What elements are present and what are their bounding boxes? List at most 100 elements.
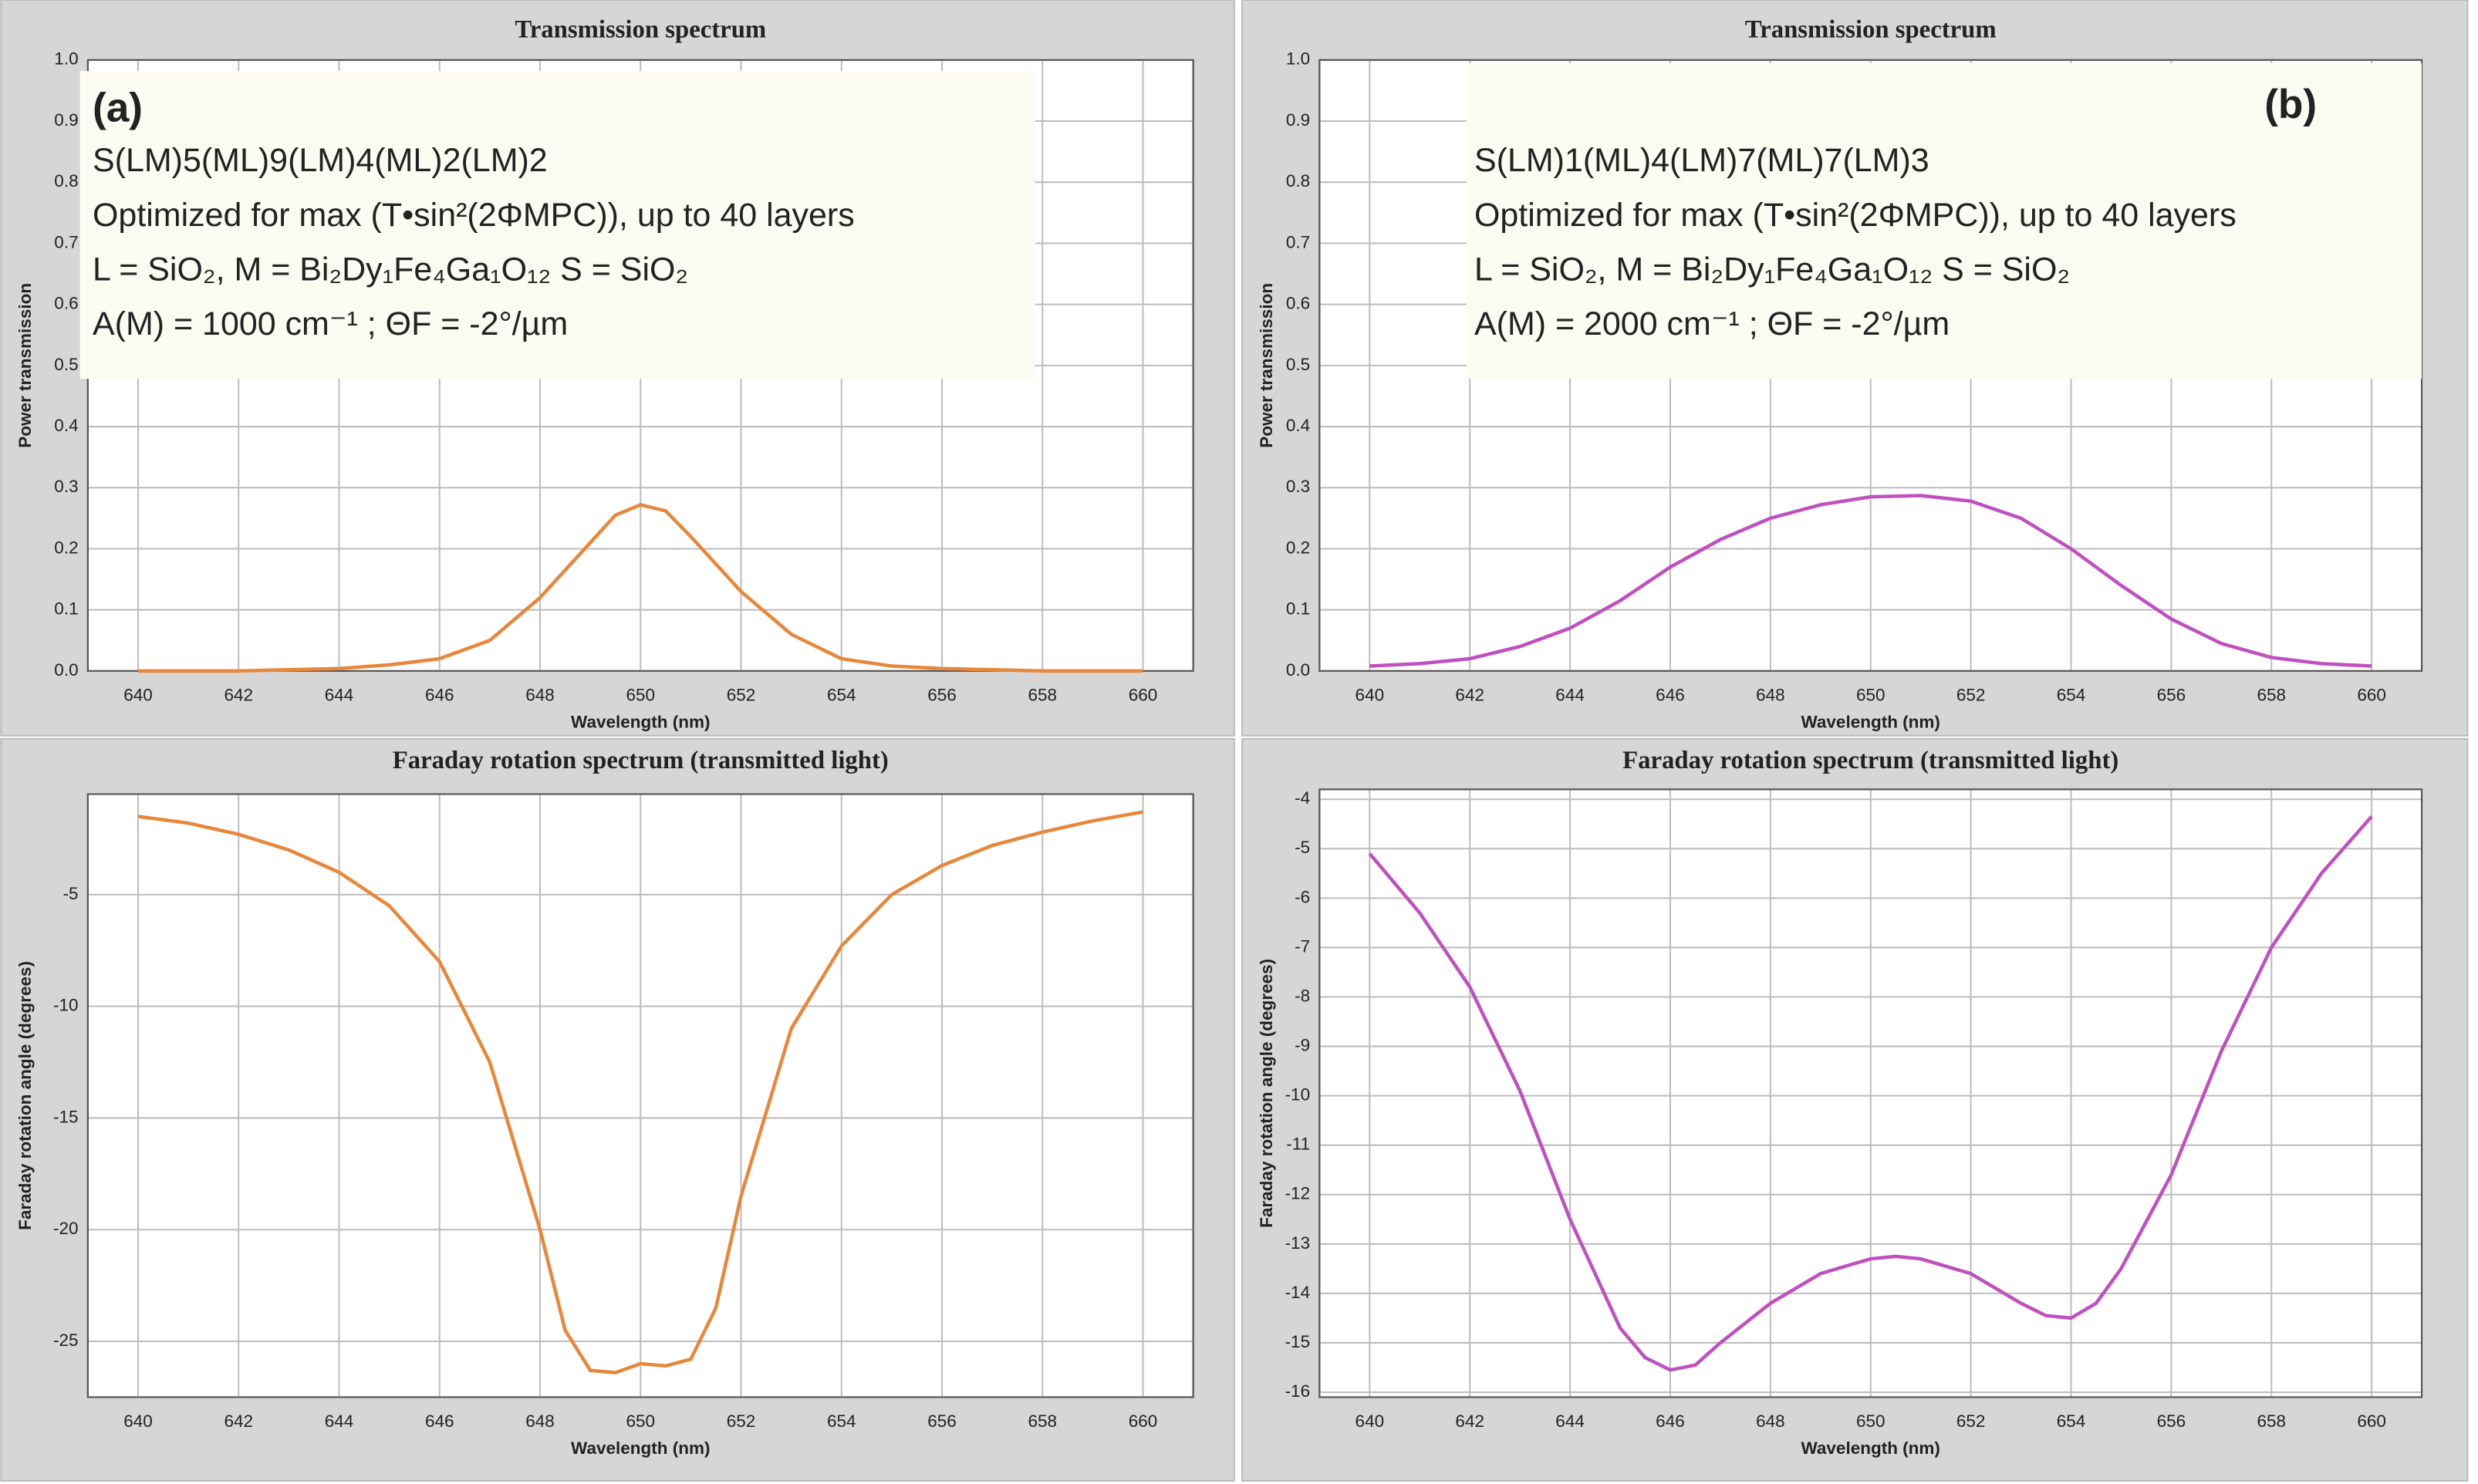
panel-label: (b)	[2264, 82, 2317, 127]
x-tick-label: 654	[2057, 1411, 2086, 1431]
annotation: A(M) = 1000 cm⁻¹ ; ΘF = -2°/µm	[93, 305, 568, 342]
y-tick-label: 0.3	[54, 477, 78, 496]
chart-title: Transmission spectrum	[515, 15, 766, 43]
y-tick-label: 0.4	[1286, 416, 1310, 435]
y-tick-label: 0.6	[1286, 294, 1310, 313]
x-tick-label: 652	[727, 1411, 756, 1431]
annotation: L = SiO₂, M = Bi₂Dy₁Fe₄Ga₁O₁₂ S = SiO₂	[93, 251, 688, 288]
y-tick-label: 0.4	[54, 416, 78, 435]
x-tick-label: 644	[1555, 1411, 1585, 1431]
y-tick-label: 0.8	[1286, 171, 1310, 191]
y-tick-label: 0.8	[54, 171, 78, 191]
x-tick-label: 646	[1656, 1411, 1685, 1431]
y-tick-label: 0.0	[54, 660, 78, 680]
y-axis-label: Faraday rotation angle (degrees)	[1257, 959, 1276, 1228]
annotation-box	[1466, 62, 2422, 379]
x-tick-label: 650	[1856, 1411, 1886, 1431]
x-axis-label: Wavelength (nm)	[1801, 712, 1940, 731]
y-tick-label: -5	[1295, 838, 1310, 857]
x-tick-label: 654	[2057, 686, 2086, 705]
annotation: S(LM)5(ML)9(LM)4(ML)2(LM)2	[93, 142, 548, 179]
y-tick-label: -10	[1285, 1085, 1311, 1105]
y-tick-label: 0.7	[54, 232, 78, 251]
x-tick-label: 648	[1756, 1411, 1785, 1431]
x-tick-label: 642	[224, 686, 253, 705]
x-axis-label: Wavelength (nm)	[571, 712, 710, 731]
x-tick-label: 654	[827, 1411, 856, 1431]
x-tick-label: 656	[927, 686, 957, 705]
panel-label: (a)	[93, 85, 143, 130]
y-tick-label: 0.9	[1286, 110, 1310, 130]
x-tick-label: 646	[425, 686, 454, 705]
y-tick-label: -4	[1295, 788, 1310, 808]
y-tick-label: -9	[1295, 1036, 1310, 1055]
y-tick-label: -8	[1295, 986, 1310, 1005]
x-tick-label: 658	[1028, 686, 1057, 705]
y-tick-label: -15	[1285, 1332, 1311, 1351]
annotation: L = SiO₂, M = Bi₂Dy₁Fe₄Ga₁O₁₂ S = SiO₂	[1474, 251, 2070, 288]
y-tick-label: 1.0	[1286, 49, 1310, 69]
y-tick-label: 0.5	[54, 355, 78, 374]
x-tick-label: 642	[224, 1411, 253, 1431]
y-tick-label: -10	[53, 996, 79, 1015]
x-tick-label: 646	[1656, 686, 1685, 705]
data-line	[1368, 815, 2373, 1372]
x-tick-label: 654	[827, 686, 856, 705]
x-tick-label: 656	[2157, 686, 2186, 705]
x-tick-label: 648	[525, 1411, 555, 1431]
y-tick-label: -5	[63, 884, 79, 903]
data-line	[138, 503, 1143, 673]
y-axis-label: Power transmission	[15, 283, 35, 448]
x-tick-label: 660	[2357, 686, 2386, 705]
x-tick-label: 656	[927, 1411, 957, 1431]
chart-title: Transmission spectrum	[1745, 15, 1997, 43]
plot-frame	[1318, 788, 2423, 1398]
y-tick-label: -6	[1295, 887, 1310, 906]
x-tick-label: 646	[425, 1411, 454, 1431]
x-tick-label: 648	[525, 686, 555, 705]
x-tick-label: 648	[1756, 686, 1785, 705]
x-tick-label: 650	[1856, 686, 1886, 705]
y-tick-label: 0.1	[1286, 599, 1310, 619]
x-tick-label: 658	[1028, 1411, 1057, 1431]
x-tick-label: 660	[1129, 686, 1158, 705]
data-line	[137, 810, 1143, 1374]
x-tick-label: 658	[2257, 1411, 2286, 1431]
x-tick-label: 640	[1355, 1411, 1385, 1431]
x-tick-label: 652	[727, 686, 756, 705]
data-line	[1369, 494, 2372, 668]
x-tick-label: 644	[325, 686, 354, 705]
y-tick-label: -11	[1286, 1135, 1310, 1154]
x-tick-label: 640	[123, 1411, 153, 1431]
x-tick-label: 652	[1956, 686, 1986, 705]
y-axis-label: Faraday rotation angle (degrees)	[15, 961, 35, 1230]
y-tick-label: 0.1	[54, 599, 78, 619]
x-tick-label: 652	[1956, 1411, 1986, 1431]
annotation: A(M) = 2000 cm⁻¹ ; ΘF = -2°/µm	[1474, 305, 1950, 342]
x-tick-label: 642	[1455, 686, 1484, 705]
plot-frame	[86, 793, 1194, 1398]
x-axis-label: Wavelength (nm)	[1801, 1438, 1940, 1458]
x-tick-label: 650	[626, 1411, 655, 1431]
annotation-box	[79, 71, 1035, 379]
y-tick-label: -15	[53, 1107, 79, 1126]
y-tick-label: 1.0	[54, 49, 78, 69]
y-axis-label: Power transmission	[1257, 283, 1276, 448]
chart-title: Faraday rotation spectrum (transmitted l…	[393, 747, 889, 774]
annotation: Optimized for max (T•sin²(2ΦMPC)), up to…	[93, 197, 855, 234]
x-tick-label: 658	[2257, 686, 2286, 705]
y-tick-label: -20	[53, 1219, 79, 1238]
x-tick-label: 644	[325, 1411, 354, 1431]
y-tick-label: 0.5	[1286, 355, 1310, 374]
x-tick-label: 650	[626, 686, 655, 705]
y-tick-label: -13	[1285, 1233, 1311, 1253]
x-tick-label: 660	[2357, 1411, 2386, 1431]
y-tick-label: 0.2	[54, 538, 78, 557]
chart-title: Faraday rotation spectrum (transmitted l…	[1622, 747, 2118, 774]
y-tick-label: -16	[1285, 1381, 1311, 1401]
y-tick-label: 0.9	[54, 110, 78, 130]
y-tick-label: 0.0	[1286, 660, 1310, 680]
annotation: S(LM)1(ML)4(LM)7(ML)7(LM)3	[1474, 142, 1929, 179]
y-tick-label: -12	[1285, 1184, 1311, 1203]
y-tick-label: -25	[53, 1331, 79, 1350]
